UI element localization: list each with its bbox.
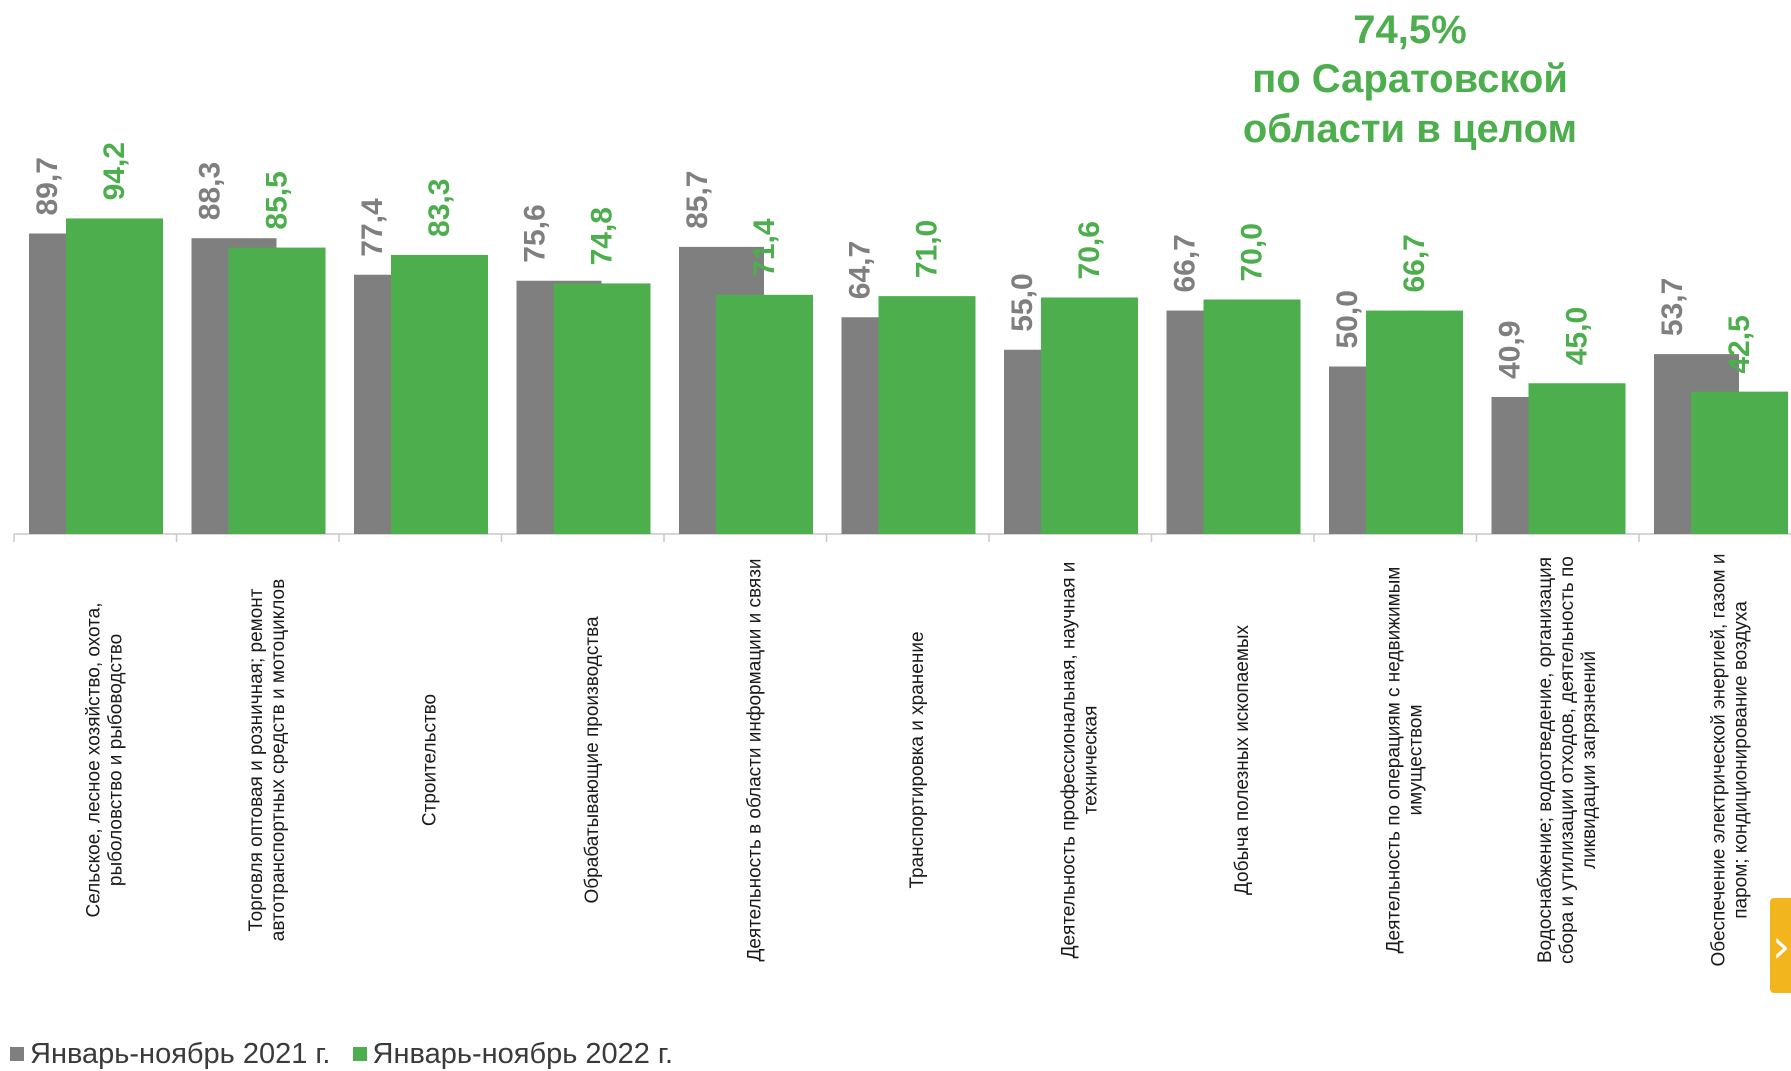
bar-2022 (66, 218, 163, 534)
category-label-line: паром; кондиционирование воздуха (1730, 601, 1751, 919)
bar-2022 (1691, 391, 1788, 534)
data-label-2022: 70,6 (1073, 221, 1106, 279)
category-label-line: техническая (1080, 706, 1101, 815)
data-label-2022: 42,5 (1723, 315, 1756, 373)
category-label: Сельское, лесное хозяйство, охота,рыболо… (83, 602, 126, 917)
data-label-2021: 88,3 (194, 162, 227, 220)
category-label-line: Сельское, лесное хозяйство, охота, (83, 602, 104, 917)
data-label-2021: 85,7 (681, 171, 714, 229)
data-label-2022: 83,3 (423, 179, 456, 237)
category-label: Водоснабжение; водоотведение, организаци… (1535, 556, 1600, 964)
category-label: Обрабатывающие производства (582, 616, 603, 903)
region-average-value: 74,5% (1353, 8, 1467, 52)
data-label-2021: 75,6 (519, 204, 552, 262)
data-label-2022: 70,0 (1236, 223, 1269, 281)
category-label-line: Обрабатывающие производства (582, 616, 603, 903)
legend-item-2021: Январь-ноябрь 2021 г. (10, 1038, 330, 1071)
data-label-2021: 89,7 (31, 157, 64, 215)
category-label-line: Строительство (419, 694, 440, 826)
legend-swatch-2021 (10, 1047, 24, 1061)
bar-2022 (1366, 310, 1463, 534)
category-label: Транспортировка и хранение (907, 631, 928, 888)
data-label-2022: 74,8 (586, 207, 619, 265)
category-label-line: Торговля оптовая и розничная; ремонт (246, 588, 267, 931)
legend-label-2021: Январь-ноябрь 2021 г. (30, 1037, 331, 1070)
category-label: Деятельность в области информации и связ… (744, 558, 765, 961)
data-label-2022: 45,0 (1561, 307, 1594, 365)
category-label-line: сбора и утилизации отходов, деятельность… (1557, 556, 1578, 964)
category-label: Деятельность по операциям с недвижимымим… (1383, 567, 1426, 954)
category-label-line: Водоснабжение; водоотведение, организаци… (1535, 557, 1556, 963)
category-label-line: имуществом (1405, 704, 1426, 815)
chevron-right-icon: › (1772, 918, 1791, 973)
category-label-line: Обеспечение электрической энергией, газо… (1708, 554, 1729, 967)
category-label-line: Деятельность по операциям с недвижимым (1383, 567, 1404, 954)
data-label-2022: 66,7 (1398, 234, 1431, 292)
category-label: Добыча полезных ископаемых (1232, 624, 1253, 895)
legend-item-2022: Январь-ноябрь 2022 г. (352, 1037, 674, 1071)
category-label: Торговля оптовая и розничная; ремонтавто… (246, 579, 289, 941)
bar-2022 (1528, 383, 1626, 534)
bar-2022 (716, 294, 813, 534)
chart-legend: Январь-ноябрь 2021 г. Январь-ноябрь 2022… (10, 1036, 687, 1071)
next-slide-button[interactable]: › (1770, 898, 1791, 993)
legend-swatch-2022 (352, 1047, 367, 1061)
bar-2022 (553, 283, 651, 534)
bar-2022 (1041, 297, 1138, 534)
category-label-line: Добыча полезных ископаемых (1232, 624, 1253, 895)
bar-2022 (228, 247, 326, 534)
region-average-line-1: по Саратовской (1252, 57, 1568, 101)
category-label-line: Транспортировка и хранение (907, 631, 928, 888)
data-label-2021: 66,7 (1169, 234, 1202, 292)
data-label-2021: 55,0 (1006, 273, 1039, 331)
data-label-2021: 64,7 (844, 241, 877, 299)
bar-2022 (391, 254, 488, 534)
category-label: Обеспечение электрической энергией, газо… (1708, 554, 1751, 967)
data-label-2021: 50,0 (1331, 290, 1364, 348)
category-label-line: рыболовство и рыбоводство (105, 634, 126, 886)
category-label-line: ликвидации загрязнений (1579, 651, 1600, 869)
data-label-2021: 53,7 (1656, 278, 1689, 336)
category-label: Строительство (419, 694, 440, 826)
bar-2022 (878, 296, 976, 534)
data-label-2022: 71,0 (911, 220, 944, 278)
data-label-2021: 40,9 (1494, 321, 1527, 379)
category-label-line: Деятельность в области информации и связ… (744, 558, 765, 961)
category-label-line: автотранспортных средств и мотоциклов (268, 579, 289, 941)
data-label-2022: 85,5 (261, 171, 294, 229)
category-label: Деятельность профессиональная, научная и… (1058, 562, 1101, 959)
data-label-2022: 71,4 (748, 218, 781, 277)
bar-2022 (1203, 299, 1301, 534)
data-label-2021: 77,4 (356, 198, 389, 257)
data-label-2022: 94,2 (98, 142, 131, 200)
category-label-line: Деятельность профессиональная, научная и (1058, 562, 1079, 959)
legend-label-2022: Январь-ноябрь 2022 г. (372, 1037, 674, 1070)
region-average-callout: 74,5% по Саратовской области в целом (1180, 6, 1640, 154)
region-average-line-2: области в целом (1242, 107, 1578, 151)
